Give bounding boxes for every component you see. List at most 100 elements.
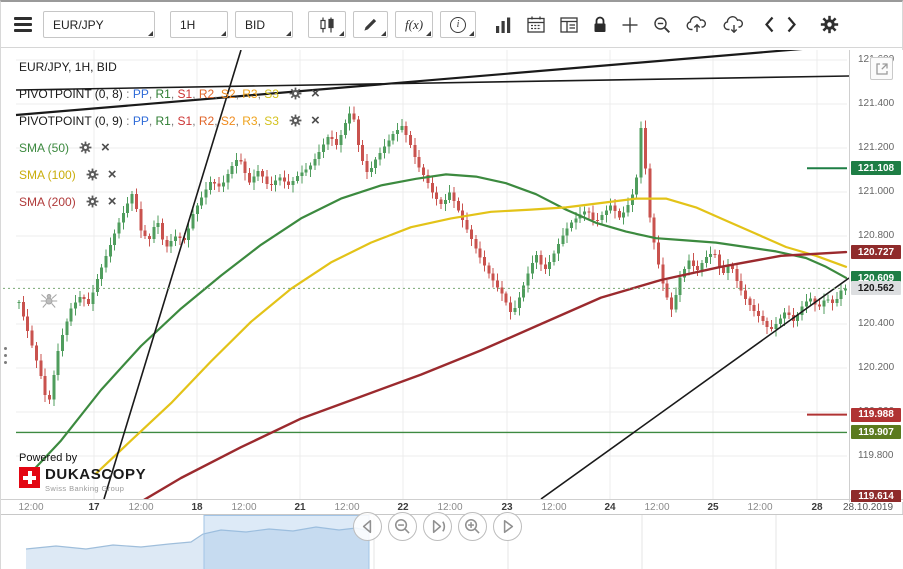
time-axis-label: 12:00 xyxy=(747,502,772,513)
price-axis[interactable]: 121.600121.400121.200121.000120.800120.6… xyxy=(849,50,903,502)
powered-by-label: Powered by xyxy=(19,452,146,464)
cloud-download-icon xyxy=(723,16,745,33)
indicator-settings-icon[interactable] xyxy=(86,168,99,181)
calendar-icon xyxy=(527,16,545,33)
indicator-settings-icon[interactable] xyxy=(289,87,302,100)
lock-icon xyxy=(593,16,607,33)
crosshair-button[interactable] xyxy=(618,10,642,40)
menu-button[interactable] xyxy=(10,10,36,40)
time-axis-label: 12:00 xyxy=(18,502,43,513)
magnifier-minus-icon xyxy=(653,16,671,34)
skip-to-end-icon xyxy=(424,513,451,540)
lock-button[interactable] xyxy=(589,10,611,40)
cloud-upload-button[interactable] xyxy=(682,10,712,40)
drag-handle[interactable] xyxy=(4,347,7,364)
cloud-upload-icon xyxy=(686,16,708,33)
zoom-out-chart-button[interactable] xyxy=(388,512,417,541)
info-icon: i xyxy=(450,17,466,33)
indicator-remove-icon[interactable]: × xyxy=(108,194,117,209)
price-axis-label: 121.200 xyxy=(858,142,894,153)
legend-text: SMA (100) xyxy=(19,168,76,182)
toolbar: EUR/JPY 1H BID f(x) xyxy=(1,2,902,48)
instrument-select[interactable]: EUR/JPY xyxy=(43,11,155,38)
indicator-remove-icon[interactable]: × xyxy=(101,140,110,155)
volume-bars-icon xyxy=(495,17,512,33)
axis-end-date: 28.10.2019 xyxy=(843,502,893,513)
legend: EUR/JPY, 1H, BIDPIVOTPOINT (0, 8) : PP, … xyxy=(19,53,320,215)
side-label: BID xyxy=(245,18,265,32)
popout-button[interactable] xyxy=(870,57,893,80)
zoom-in-chart-button[interactable] xyxy=(458,512,487,541)
legend-text: S1 xyxy=(178,87,193,101)
time-axis-label: 12:00 xyxy=(541,502,566,513)
period-select[interactable]: 1H xyxy=(170,11,228,38)
magnifier-plus-icon xyxy=(459,513,486,540)
legend-text: , xyxy=(236,87,243,101)
indicator-settings-icon[interactable] xyxy=(289,114,302,127)
dropdown-caret-icon xyxy=(381,31,386,36)
price-axis-label: 121.400 xyxy=(858,98,894,109)
scroll-forward-button[interactable] xyxy=(784,16,799,33)
calendar-button[interactable] xyxy=(523,10,549,40)
legend-text: , xyxy=(149,87,156,101)
branding: Powered by DUKASCOPY Swiss Banking Group xyxy=(19,452,146,493)
chevron-left-icon xyxy=(764,16,775,33)
legend-text: S3 xyxy=(264,87,279,101)
time-axis-label: 12:00 xyxy=(128,502,153,513)
price-badge: 119.614 xyxy=(851,490,901,502)
info-button[interactable]: i xyxy=(440,11,476,38)
cloud-download-button[interactable] xyxy=(719,10,749,40)
legend-text: R2 xyxy=(199,87,214,101)
settings-button[interactable] xyxy=(816,10,843,40)
gear-icon xyxy=(820,15,839,34)
chevron-right-icon xyxy=(786,16,797,33)
legend-text: : xyxy=(123,87,133,101)
indicator-remove-icon[interactable]: × xyxy=(108,167,117,182)
crosshair-icon xyxy=(622,17,638,33)
volume-button[interactable] xyxy=(491,10,516,40)
chart-area[interactable]: EUR/JPY, 1H, BIDPIVOTPOINT (0, 8) : PP, … xyxy=(1,50,849,499)
legend-text: S1 xyxy=(178,114,193,128)
function-icon: f(x) xyxy=(405,17,423,33)
time-axis-label: 12:00 xyxy=(644,502,669,513)
scroll-back-button[interactable] xyxy=(762,16,777,33)
legend-text: SMA (200) xyxy=(19,195,76,209)
legend-text: , xyxy=(192,87,199,101)
trading-app: EUR/JPY 1H BID f(x) xyxy=(1,2,902,569)
time-axis-label: 18 xyxy=(191,502,202,513)
indicator-remove-icon[interactable]: × xyxy=(311,86,320,101)
candlestick-chart-icon xyxy=(318,17,336,33)
report-button[interactable] xyxy=(556,10,582,40)
dropdown-caret-icon xyxy=(221,31,226,36)
indicator-settings-icon[interactable] xyxy=(79,141,92,154)
chart-nav-controls xyxy=(353,512,522,541)
dropdown-caret-icon xyxy=(469,31,474,36)
indicators-button[interactable]: f(x) xyxy=(395,11,433,38)
legend-text: PP xyxy=(133,87,149,101)
price-badge: 119.988 xyxy=(851,408,901,422)
go-to-latest-button[interactable] xyxy=(423,512,452,541)
legend-row: PIVOTPOINT (0, 9) : PP, R1, S1, R2, S2, … xyxy=(19,107,320,134)
legend-text: R2 xyxy=(199,114,214,128)
indicator-remove-icon[interactable]: × xyxy=(311,113,320,128)
navigator-selection[interactable] xyxy=(204,516,369,569)
zoom-out-button[interactable] xyxy=(649,10,675,40)
pencil-icon xyxy=(363,17,378,32)
chart-type-button[interactable] xyxy=(308,11,346,38)
legend-text: PIVOTPOINT (0, 8) xyxy=(19,87,123,101)
legend-text: , xyxy=(214,87,221,101)
price-badge: 121.108 xyxy=(851,161,901,175)
legend-text: R3 xyxy=(242,114,257,128)
indicator-settings-icon[interactable] xyxy=(86,195,99,208)
time-axis-label: 24 xyxy=(604,502,615,513)
play-button[interactable] xyxy=(493,512,522,541)
legend-text: , xyxy=(258,87,265,101)
side-select[interactable]: BID xyxy=(235,11,293,38)
time-axis-label: 12:00 xyxy=(231,502,256,513)
legend-text: , xyxy=(258,114,265,128)
period-label: 1H xyxy=(180,18,195,32)
step-back-button[interactable] xyxy=(353,512,382,541)
legend-text: EUR/JPY, 1H, BID xyxy=(19,60,117,74)
drawings-button[interactable] xyxy=(353,11,388,38)
brand-tagline: Swiss Banking Group xyxy=(45,484,146,493)
